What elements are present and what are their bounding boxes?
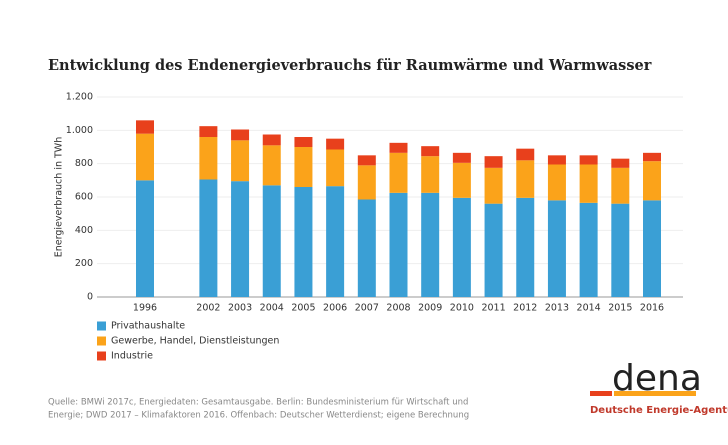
bar-segment [231,129,250,141]
x-tick-label: 2010 [450,303,474,314]
bar-segment [389,142,408,153]
bar-segment [516,197,535,297]
x-tick-label: 2014 [577,303,601,314]
bar-segment [326,149,345,187]
bar-segment [326,186,345,297]
bar-segment [452,162,471,198]
chart-title: Entwicklung des Endenergieverbrauchs für… [48,57,652,74]
y-tick-label: 400 [75,225,93,236]
bar-segment [231,140,250,182]
x-tick-label: 2011 [481,303,505,314]
bar-segment [294,137,313,147]
x-tick-label: 2013 [545,303,569,314]
bar-segment [547,164,566,201]
bar-segment [516,160,535,198]
bar-segment [357,165,376,200]
bar-segment [199,126,218,137]
x-tick-label: 2009 [418,303,442,314]
bar-segment [326,138,345,150]
bar-segment [136,133,154,181]
bar-segment [643,152,661,162]
logo-bar [590,391,612,396]
bar-segment [421,146,440,157]
y-tick-label: 200 [75,258,93,269]
bar-segment [547,200,566,297]
y-tick-label: 800 [75,158,93,169]
logo-bar [614,391,696,396]
legend-swatch [97,351,106,361]
y-axis-label: Energieverbrauch in TWh [54,137,65,257]
source-note: Energie; DWD 2017 – Klimafaktoren 2016. … [48,411,469,421]
x-tick-label: 2016 [640,303,664,314]
y-tick-label: 0 [87,292,93,303]
bar-segment [294,147,313,187]
legend-swatch [97,336,106,346]
legend-label: Industrie [111,351,153,362]
bar-segment [389,152,408,193]
bar-segment [484,203,503,297]
bar-segment [421,192,440,297]
organization: Deutsche Energie-Agentur [590,405,728,416]
bar-segment [611,158,630,168]
bar-segment [357,155,376,166]
x-tick-label: 2005 [291,303,315,314]
x-tick-label: 2008 [386,303,410,314]
x-tick-label: 2012 [513,303,537,314]
x-tick-label: 2006 [323,303,347,314]
bar-segment [484,167,503,204]
bar-segment [231,181,250,297]
bar-segment [611,167,630,204]
bar-segment [199,179,218,297]
bar-segment [579,202,598,297]
y-tick-label: 1.000 [66,125,93,136]
logo: dena [612,358,702,399]
bar-segment [389,192,408,297]
bar-segment [262,134,281,146]
bar-segment [643,161,661,201]
bar-segment [643,200,661,297]
source-note: Quelle: BMWi 2017c, Energiedaten: Gesamt… [48,398,468,408]
x-tick-label: 2003 [228,303,252,314]
y-tick-label: 1.200 [66,92,93,103]
x-tick-label: 2007 [355,303,379,314]
bar-segment [611,203,630,297]
bar-segment [421,156,440,193]
x-tick-label: 2002 [196,303,220,314]
legend-label: Privathaushalte [111,321,185,332]
bar-segment [294,187,313,297]
bar-segment [136,180,154,297]
bar-segment [579,164,598,203]
bar-segment [199,137,218,180]
x-tick-label: 2015 [608,303,632,314]
bar-segment [262,145,281,186]
bar-segment [452,197,471,297]
legend-label: Gewerbe, Handel, Dienstleistungen [111,336,279,347]
legend-swatch [97,321,106,331]
x-tick-label: 2004 [260,303,284,314]
bar-segment [262,185,281,297]
y-tick-label: 600 [75,192,93,203]
bar-segment [357,199,376,297]
bar-segment [484,156,503,168]
bar-segment [547,155,566,165]
bar-segment [516,148,535,161]
x-tick-label: 1996 [133,303,157,314]
bar-segment [136,120,154,134]
bar-segment [579,155,598,165]
bar-segment [452,152,471,163]
